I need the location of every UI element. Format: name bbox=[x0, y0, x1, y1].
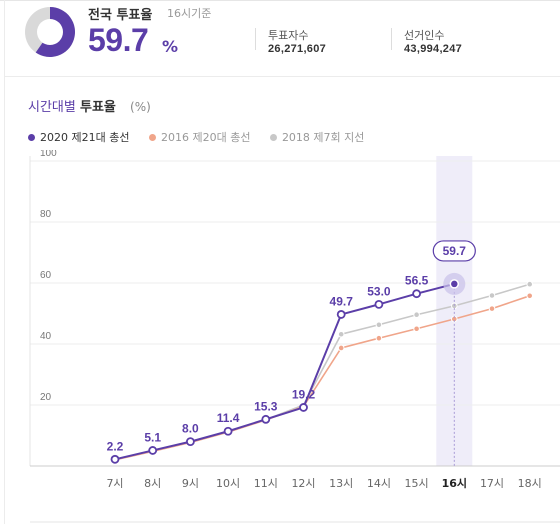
stat-divider bbox=[391, 28, 392, 50]
turnout-rate-unit: % bbox=[162, 37, 179, 56]
x-tick-label: 8시 bbox=[144, 477, 161, 490]
data-point-2020 bbox=[185, 437, 195, 447]
section-title: 시간대별 투표율 (%) bbox=[28, 96, 151, 115]
data-point-2020 bbox=[374, 299, 384, 309]
national-turnout-label: 전국 투표율 bbox=[88, 8, 153, 23]
data-point-2020 bbox=[336, 310, 346, 319]
x-tick-label: 7시 bbox=[106, 477, 123, 490]
data-point-2020 bbox=[299, 403, 308, 412]
turnout-line-chart: 20 40 60 80 100 7시 8시 9시 10시 11시 12시 13시 14시 15시 16시 17… bbox=[29, 150, 560, 523]
data-label: 2.2 bbox=[107, 439, 124, 453]
chart-legend: 2020 제21대 총선 2016 제20대 총선 2018 제7회 지선 bbox=[28, 129, 380, 145]
current-data-point bbox=[449, 279, 460, 289]
data-point-2020 bbox=[412, 289, 422, 299]
stat-divider bbox=[255, 28, 256, 50]
highlight-column bbox=[436, 156, 473, 466]
turnout-header: 전국 투표율 16시기준 59.7 % 투표자수 26,271,607 선거인수… bbox=[0, 0, 560, 76]
electors-value: 43,994,247 bbox=[404, 43, 463, 55]
data-point-2018 bbox=[488, 292, 496, 299]
data-point-2018 bbox=[413, 311, 420, 319]
data-point-2020 bbox=[110, 454, 120, 464]
y-tick-label: 80 bbox=[40, 209, 52, 220]
top-border bbox=[0, 0, 560, 1]
data-point-2016 bbox=[488, 305, 496, 312]
data-point-2016 bbox=[413, 325, 420, 333]
data-point-2020 bbox=[148, 446, 158, 455]
x-tick-label: 9시 bbox=[182, 477, 199, 490]
data-label: 11.4 bbox=[217, 411, 240, 425]
y-tick-label: 20 bbox=[40, 392, 52, 403]
y-tick-label: 40 bbox=[40, 331, 52, 342]
data-label: 8.0 bbox=[182, 422, 199, 436]
x-tick-label: 11시 bbox=[254, 477, 278, 490]
x-tick-label: 16시 bbox=[442, 477, 467, 490]
legend-dot bbox=[269, 133, 277, 141]
legend-dot bbox=[28, 133, 35, 141]
legend-label-2020: 2020 제21대 총선 bbox=[40, 131, 130, 144]
data-label: 19.2 bbox=[292, 387, 316, 401]
data-point-2016 bbox=[337, 344, 345, 352]
base-time-label: 16시기준 bbox=[167, 7, 212, 20]
current-value-tooltip bbox=[432, 240, 476, 262]
legend-item-2020[interactable]: 2020 제21대 총선 bbox=[28, 129, 129, 145]
x-tick-label: 10시 bbox=[216, 477, 240, 490]
data-label: 59.7 bbox=[443, 244, 467, 258]
data-label: 5.1 bbox=[144, 430, 161, 444]
series-line-2020 bbox=[114, 282, 455, 461]
voters-label: 투표자수 bbox=[268, 29, 309, 42]
section-title-time: 시간대별 bbox=[28, 100, 76, 115]
x-tick-label: 17시 bbox=[480, 477, 504, 490]
data-label: 56.5 bbox=[405, 274, 429, 288]
turnout-donut-chart bbox=[25, 7, 75, 57]
legend-item-2018[interactable]: 2018 제7회 지선 bbox=[269, 129, 365, 145]
data-point-2016 bbox=[375, 334, 383, 342]
legend-label-2016: 2016 제20대 총선 bbox=[160, 131, 251, 144]
data-point-2018 bbox=[375, 321, 383, 329]
donut-hole bbox=[37, 19, 63, 45]
data-point-2020 bbox=[223, 426, 233, 436]
electors-label: 선거인수 bbox=[404, 29, 445, 42]
left-border bbox=[4, 0, 5, 524]
section-title-unit: (%) bbox=[130, 100, 151, 114]
legend-item-2016[interactable]: 2016 제20대 총선 bbox=[148, 129, 251, 145]
data-point-2018 bbox=[526, 280, 534, 288]
data-label: 53.0 bbox=[367, 284, 391, 298]
y-tick-label: 100 bbox=[40, 150, 57, 159]
header-divider bbox=[4, 76, 560, 77]
data-point-2020 bbox=[261, 414, 271, 424]
x-tick-label: 14시 bbox=[367, 477, 391, 490]
x-tick-label: 15시 bbox=[405, 477, 429, 490]
data-point-2018 bbox=[337, 330, 345, 338]
x-tick-label: 13시 bbox=[329, 477, 353, 490]
data-label: 49.7 bbox=[330, 294, 354, 308]
section-title-turnout: 투표율 bbox=[79, 100, 116, 115]
legend-label-2018: 2018 제7회 지선 bbox=[281, 131, 365, 144]
data-point-2016 bbox=[526, 292, 534, 300]
voters-value: 26,271,607 bbox=[268, 43, 327, 55]
data-label: 15.3 bbox=[254, 399, 278, 413]
x-tick-label: 18시 bbox=[518, 477, 542, 490]
x-tick-label: 12시 bbox=[291, 477, 315, 490]
legend-dot bbox=[148, 133, 156, 141]
y-tick-label: 60 bbox=[40, 270, 52, 281]
turnout-rate-value: 59.7 bbox=[88, 22, 149, 58]
